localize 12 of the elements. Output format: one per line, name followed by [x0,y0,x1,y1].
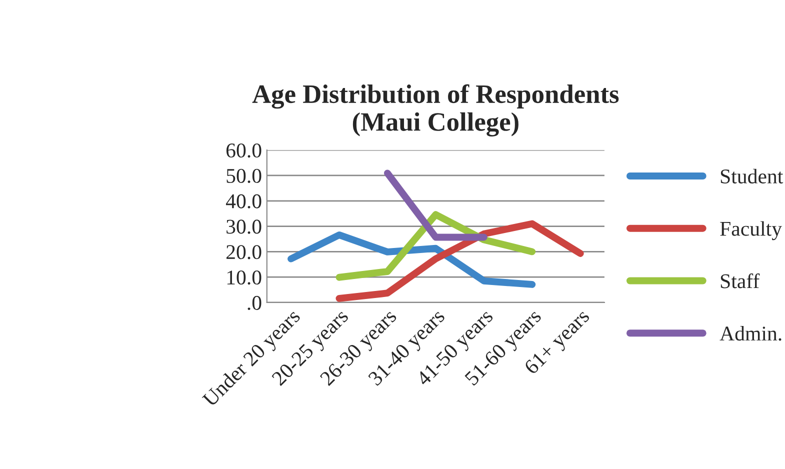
y-tick-label: 60.0 [226,143,262,158]
y-tick-label: .0 [248,296,262,310]
legend-label: Student [720,168,784,184]
y-tick-label: 50.0 [226,168,262,184]
legend-label: Admin. [720,326,782,341]
legend-label: Staff [720,273,760,288]
y-tick-label: 40.0 [226,194,262,208]
y-tick-label: 20.0 [226,245,262,260]
y-tick-label: 10.0 [227,270,262,285]
chart-title: Age Distribution of Respondents (Maui College) [252,84,619,136]
y-tick-label: 30.0 [226,220,262,234]
legend-label: Faculty [720,221,782,240]
